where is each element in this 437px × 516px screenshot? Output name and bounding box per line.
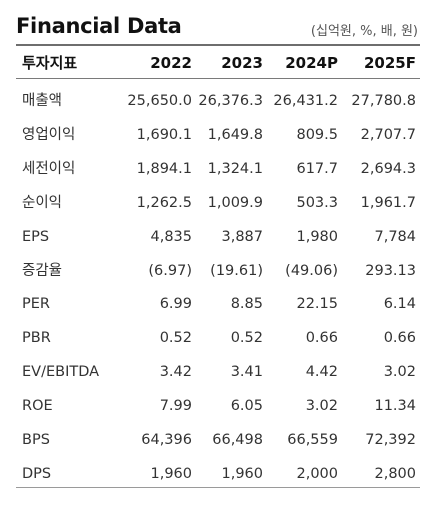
- row-value: 1,960: [221, 466, 263, 482]
- row-value: (49.06): [285, 263, 338, 279]
- table-row: 순이익 1,262.5 1,009.9 503.3 1,961.7: [16, 191, 420, 215]
- row-value: 27,780.8: [351, 93, 416, 109]
- row-value: 4,835: [150, 229, 192, 245]
- row-value: 1,690.1: [136, 127, 192, 143]
- unit-note: (십억원, %, 배, 원): [310, 24, 418, 39]
- row-label: ROE: [22, 398, 53, 414]
- row-value: 1,960: [150, 466, 192, 482]
- bottom-rule: [16, 487, 420, 488]
- row-value: 3,887: [221, 229, 263, 245]
- table-row: DPS 1,960 1,960 2,000 2,800: [16, 462, 420, 486]
- table-row: 영업이익 1,690.1 1,649.8 809.5 2,707.7: [16, 123, 420, 147]
- row-value: 1,324.1: [207, 161, 263, 177]
- row-value: 26,431.2: [273, 93, 338, 109]
- table-header-area: Financial Data (십억원, %, 배, 원): [16, 14, 420, 44]
- row-value: 1,649.8: [207, 127, 263, 143]
- row-value: 6.99: [159, 296, 192, 312]
- row-label: EPS: [22, 229, 50, 245]
- row-value: 503.3: [296, 195, 338, 211]
- row-label: PER: [22, 296, 50, 312]
- row-value: 1,961.7: [360, 195, 416, 211]
- row-value: 0.66: [305, 330, 338, 346]
- row-value: 2,800: [374, 466, 416, 482]
- row-value: 4.42: [305, 364, 338, 380]
- row-value: 2,707.7: [360, 127, 416, 143]
- row-value: (19.61): [210, 263, 263, 279]
- row-value: 3.41: [230, 364, 263, 380]
- row-value: 0.52: [230, 330, 263, 346]
- row-value: 66,498: [212, 432, 263, 448]
- row-label: 세전이익: [22, 161, 76, 177]
- table-row: PER 6.99 8.85 22.15 6.14: [16, 292, 420, 316]
- row-value: 25,650.0: [127, 93, 192, 109]
- row-value: 1,009.9: [207, 195, 263, 211]
- column-header-indicator: 투자지표: [22, 54, 78, 72]
- column-header-2023: 2023: [221, 54, 263, 72]
- row-label: 영업이익: [22, 127, 76, 143]
- top-rule: [16, 44, 420, 46]
- row-value: 1,980: [296, 229, 338, 245]
- row-value: 617.7: [296, 161, 338, 177]
- column-header-2024p: 2024P: [285, 54, 338, 72]
- header-rule: [16, 78, 420, 79]
- row-value: 7.99: [159, 398, 192, 414]
- column-header-2025f: 2025F: [364, 54, 416, 72]
- table-row: EPS 4,835 3,887 1,980 7,784: [16, 225, 420, 249]
- row-value: 1,894.1: [136, 161, 192, 177]
- column-header-row: 투자지표 2022 2023 2024P 2025F: [16, 51, 420, 75]
- row-value: 8.85: [230, 296, 263, 312]
- row-value: 3.02: [383, 364, 416, 380]
- table-row: PBR 0.52 0.52 0.66 0.66: [16, 326, 420, 350]
- row-value: 0.52: [159, 330, 192, 346]
- row-value: 3.42: [159, 364, 192, 380]
- row-value: 22.15: [296, 296, 338, 312]
- row-value: 809.5: [296, 127, 338, 143]
- table-row: BPS 64,396 66,498 66,559 72,392: [16, 428, 420, 452]
- row-value: 6.14: [383, 296, 416, 312]
- row-value: 64,396: [141, 432, 192, 448]
- table-row: ROE 7.99 6.05 3.02 11.34: [16, 394, 420, 418]
- row-label: PBR: [22, 330, 51, 346]
- row-value: (6.97): [148, 263, 192, 279]
- row-value: 11.34: [374, 398, 416, 414]
- row-value: 7,784: [374, 229, 416, 245]
- row-value: 2,000: [296, 466, 338, 482]
- row-label: 증감율: [22, 263, 63, 279]
- table-title: Financial Data: [16, 14, 182, 38]
- table-row: 매출액 25,650.0 26,376.3 26,431.2 27,780.8: [16, 89, 420, 113]
- row-value: 0.66: [383, 330, 416, 346]
- row-value: 72,392: [365, 432, 416, 448]
- row-label: 매출액: [22, 93, 63, 109]
- row-label: EV/EBITDA: [22, 364, 100, 380]
- row-label: 순이익: [22, 195, 63, 211]
- row-value: 26,376.3: [198, 93, 263, 109]
- row-label: BPS: [22, 432, 50, 448]
- table-row: 증감율 (6.97) (19.61) (49.06) 293.13: [16, 259, 420, 283]
- row-value: 6.05: [230, 398, 263, 414]
- row-value: 3.02: [305, 398, 338, 414]
- column-header-2022: 2022: [150, 54, 192, 72]
- row-value: 66,559: [287, 432, 338, 448]
- row-value: 1,262.5: [136, 195, 192, 211]
- table-row: EV/EBITDA 3.42 3.41 4.42 3.02: [16, 360, 420, 384]
- table-row: 세전이익 1,894.1 1,324.1 617.7 2,694.3: [16, 157, 420, 181]
- row-value: 293.13: [365, 263, 416, 279]
- row-label: DPS: [22, 466, 52, 482]
- row-value: 2,694.3: [360, 161, 416, 177]
